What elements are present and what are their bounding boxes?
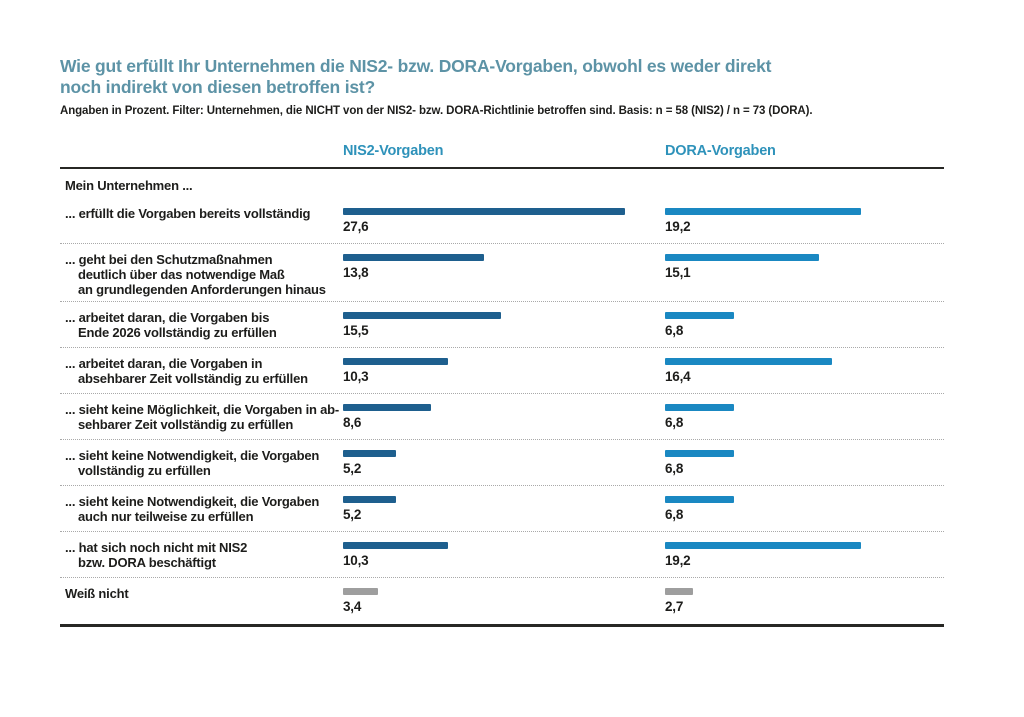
row-label: ... sieht keine Möglichkeit, die Vorgabe… bbox=[65, 402, 340, 432]
nis2-value: 10,3 bbox=[343, 369, 369, 384]
row-label: ... erfüllt die Vorgaben bereits vollstä… bbox=[65, 206, 311, 221]
chart-title: Wie gut erfüllt Ihr Unternehmen die NIS2… bbox=[60, 56, 772, 97]
column-header-spacer bbox=[60, 143, 343, 159]
nis2-value: 13,8 bbox=[343, 265, 369, 280]
chart-row: ... sieht keine Notwendigkeit, die Vorga… bbox=[60, 486, 944, 532]
row-label: ... geht bei den Schutzmaßnahmen deutlic… bbox=[65, 252, 326, 297]
nis2-value: 5,2 bbox=[343, 461, 362, 476]
nis2-value: 8,6 bbox=[343, 415, 362, 430]
nis2-bar-cell: 5,2 bbox=[343, 494, 665, 522]
dora-value: 6,8 bbox=[665, 323, 684, 338]
chart-row: ... arbeitet daran, die Vorgaben bis End… bbox=[60, 302, 944, 348]
nis2-bar-cell: 10,3 bbox=[343, 356, 665, 384]
column-header-dora: DORA-Vorgaben bbox=[665, 143, 776, 159]
nis2-value: 27,6 bbox=[343, 219, 369, 234]
nis2-bar-cell: 3,4 bbox=[343, 586, 665, 614]
nis2-bar bbox=[343, 450, 397, 457]
chart-subtitle: Angaben in Prozent. Filter: Unternehmen,… bbox=[60, 105, 813, 117]
dora-value: 6,8 bbox=[665, 461, 684, 476]
nis2-bar bbox=[343, 588, 378, 595]
nis2-bar-cell: 27,6 bbox=[343, 206, 665, 234]
nis2-bar bbox=[343, 404, 431, 411]
chart-content: Wie gut erfüllt Ihr Unternehmen die NIS2… bbox=[60, 56, 944, 627]
row-label: ... arbeitet daran, die Vorgaben in abse… bbox=[65, 356, 308, 386]
row-label: ... sieht keine Notwendigkeit, die Vorga… bbox=[65, 448, 320, 478]
chart-row: ... sieht keine Notwendigkeit, die Vorga… bbox=[60, 440, 944, 486]
chart-row: ... arbeitet daran, die Vorgaben in abse… bbox=[60, 348, 944, 394]
nis2-bar bbox=[343, 312, 502, 319]
chart-table: Mein Unternehmen ... ... erfüllt die Vor… bbox=[60, 169, 944, 627]
group-label-row: Mein Unternehmen ... bbox=[60, 169, 944, 198]
dora-bar bbox=[665, 208, 861, 215]
nis2-value: 3,4 bbox=[343, 599, 362, 614]
dora-bar bbox=[665, 496, 735, 503]
dora-bar-cell: 16,4 bbox=[665, 356, 944, 384]
column-header-row: NIS2-Vorgaben DORA-Vorgaben bbox=[60, 143, 944, 169]
dora-bar bbox=[665, 358, 833, 365]
nis2-bar bbox=[343, 254, 484, 261]
nis2-value: 10,3 bbox=[343, 553, 369, 568]
dora-bar bbox=[665, 312, 735, 319]
dora-value: 6,8 bbox=[665, 507, 684, 522]
dora-value: 15,1 bbox=[665, 265, 691, 280]
nis2-bar bbox=[343, 542, 449, 549]
column-header-nis2: NIS2-Vorgaben bbox=[343, 143, 444, 159]
dora-bar-cell: 2,7 bbox=[665, 586, 944, 614]
row-label: ... hat sich noch nicht mit NIS2 bzw. DO… bbox=[65, 540, 248, 570]
nis2-bar-cell: 15,5 bbox=[343, 310, 665, 338]
nis2-bar-cell: 5,2 bbox=[343, 448, 665, 476]
chart-row: ... hat sich noch nicht mit NIS2 bzw. DO… bbox=[60, 532, 944, 578]
chart-row: ... geht bei den Schutzmaßnahmen deutlic… bbox=[60, 244, 944, 302]
chart-row: ... erfüllt die Vorgaben bereits vollstä… bbox=[60, 198, 944, 244]
nis2-bar bbox=[343, 358, 449, 365]
chart-row: Weiß nicht 3,4 2,7 bbox=[60, 578, 944, 624]
dora-value: 19,2 bbox=[665, 553, 691, 568]
dora-value: 19,2 bbox=[665, 219, 691, 234]
nis2-bar-cell: 10,3 bbox=[343, 540, 665, 568]
chart-row: ... sieht keine Möglichkeit, die Vorgabe… bbox=[60, 394, 944, 440]
dora-bar-cell: 15,1 bbox=[665, 252, 944, 280]
dora-bar bbox=[665, 450, 735, 457]
row-label: ... arbeitet daran, die Vorgaben bis End… bbox=[65, 310, 277, 340]
dora-bar-cell: 19,2 bbox=[665, 540, 944, 568]
dora-bar bbox=[665, 588, 693, 595]
dora-value: 2,7 bbox=[665, 599, 684, 614]
dora-value: 6,8 bbox=[665, 415, 684, 430]
dora-bar bbox=[665, 542, 861, 549]
nis2-bar bbox=[343, 496, 397, 503]
nis2-bar-cell: 13,8 bbox=[343, 252, 665, 280]
nis2-value: 5,2 bbox=[343, 507, 362, 522]
row-label: ... sieht keine Notwendigkeit, die Vorga… bbox=[65, 494, 320, 524]
chart-rows: ... erfüllt die Vorgaben bereits vollstä… bbox=[60, 198, 944, 624]
nis2-bar bbox=[343, 208, 625, 215]
dora-bar-cell: 6,8 bbox=[665, 310, 944, 338]
nis2-bar-cell: 8,6 bbox=[343, 402, 665, 430]
dora-bar bbox=[665, 404, 735, 411]
group-label: Mein Unternehmen ... bbox=[65, 178, 193, 193]
row-label: Weiß nicht bbox=[65, 586, 129, 601]
nis2-value: 15,5 bbox=[343, 323, 369, 338]
dora-bar-cell: 6,8 bbox=[665, 494, 944, 522]
dora-value: 16,4 bbox=[665, 369, 691, 384]
dora-bar-cell: 6,8 bbox=[665, 402, 944, 430]
dora-bar-cell: 19,2 bbox=[665, 206, 944, 234]
dora-bar bbox=[665, 254, 820, 261]
dora-bar-cell: 6,8 bbox=[665, 448, 944, 476]
